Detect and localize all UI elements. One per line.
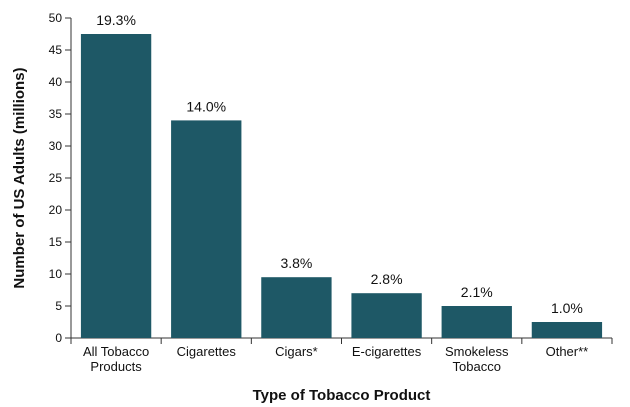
category-label: Cigarettes <box>177 344 237 359</box>
data-label: 2.8% <box>371 271 403 287</box>
bar <box>351 293 422 338</box>
bar <box>80 34 152 338</box>
category-label: E-cigarettes <box>352 344 422 359</box>
y-tick-label: 25 <box>49 171 63 185</box>
y-tick-label: 40 <box>49 75 63 89</box>
data-label: 14.0% <box>186 98 226 114</box>
bars <box>80 34 603 339</box>
x-axis <box>70 337 613 344</box>
category-label: Products <box>90 359 142 374</box>
y-tick-label: 45 <box>49 43 63 57</box>
category-label: Cigars* <box>275 344 318 359</box>
data-label: 1.0% <box>551 300 583 316</box>
data-label: 3.8% <box>280 255 312 271</box>
bar <box>261 277 332 338</box>
data-labels: 19.3% 14.0% 3.8% 2.8% 2.1% 1.0% <box>96 12 583 316</box>
bar <box>441 306 512 338</box>
y-axis: 0 5 10 15 20 25 30 35 40 45 50 <box>49 11 72 345</box>
bar <box>171 120 242 339</box>
y-tick-label: 20 <box>49 203 63 217</box>
y-tick-label: 5 <box>55 299 62 313</box>
category-label: Tobacco <box>453 359 501 374</box>
data-label: 19.3% <box>96 12 136 28</box>
y-tick-label: 15 <box>49 235 63 249</box>
category-label: Smokeless <box>445 344 509 359</box>
y-tick-label: 50 <box>49 11 63 25</box>
y-tick-label: 0 <box>55 331 62 345</box>
y-tick-label: 10 <box>49 267 63 281</box>
category-label: All Tobacco <box>83 344 149 359</box>
data-label: 2.1% <box>461 284 493 300</box>
y-axis-title: Number of US Adults (millions) <box>11 67 28 288</box>
x-axis-title: Type of Tobacco Product <box>253 387 431 404</box>
y-tick-label: 35 <box>49 107 63 121</box>
y-tick-label: 30 <box>49 139 63 153</box>
bar <box>531 322 603 338</box>
category-label: Other** <box>546 344 589 359</box>
